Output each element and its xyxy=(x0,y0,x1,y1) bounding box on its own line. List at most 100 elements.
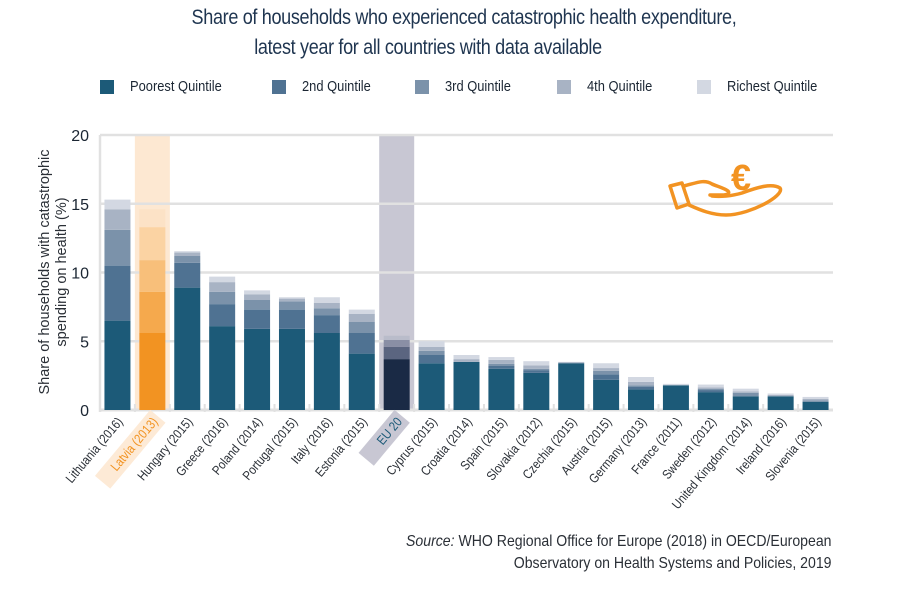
bar-segment-richest-quintile xyxy=(593,363,620,369)
legend-item-4th: 4th Quintile xyxy=(557,78,663,95)
bar-segment-3rd-quintile xyxy=(104,229,131,266)
bar-segment-poorest-quintile xyxy=(174,287,201,410)
hand-palm-icon xyxy=(682,179,783,217)
bar-segment-2nd-quintile xyxy=(174,262,201,288)
source-note: Source: WHO Regional Office for Europe (… xyxy=(406,531,831,575)
bar-segment-4th-quintile xyxy=(209,282,236,292)
bar-segment-richest-quintile xyxy=(278,297,305,299)
bar-segment-richest-quintile xyxy=(383,335,410,340)
chart-subtitle: latest year for all countries with data … xyxy=(254,36,602,59)
legend-item-3rd: 3rd Quintile xyxy=(415,78,522,95)
y-axis-label-line1: Share of households with catastrophic xyxy=(37,149,53,394)
bar-segment-poorest-quintile xyxy=(348,353,375,410)
source-prefix: Source: xyxy=(405,533,455,550)
bar-segment-4th-quintile xyxy=(313,302,340,309)
bar-segment-3rd-quintile xyxy=(278,301,305,310)
bar-segment-2nd-quintile xyxy=(209,304,236,327)
bar-segment-2nd-quintile xyxy=(313,315,340,333)
bar-segment-richest-quintile xyxy=(453,355,480,360)
bar-segment-2nd-quintile xyxy=(593,374,620,380)
bar-segment-3rd-quintile xyxy=(697,388,724,391)
source-line1: WHO Regional Office for Europe (2018) in… xyxy=(454,533,831,550)
bar-segment-richest-quintile xyxy=(244,290,271,295)
bar-segment-4th-quintile xyxy=(523,365,550,369)
bar-segment-4th-quintile xyxy=(593,368,620,371)
bar-segment-richest-quintile xyxy=(802,396,829,399)
latvia-label-band xyxy=(94,409,166,489)
y-tick-label: 5 xyxy=(80,334,89,351)
legend-label: 3rd Quintile xyxy=(445,78,511,95)
bar-segment-3rd-quintile xyxy=(732,392,759,397)
bar-segment-4th-quintile xyxy=(348,313,375,322)
bar-segment-3rd-quintile xyxy=(523,368,550,371)
chart-title: Share of households who experienced cata… xyxy=(191,6,737,29)
bar-segment-richest-quintile xyxy=(418,341,445,347)
bar-segment-poorest-quintile xyxy=(488,368,515,410)
bar-segment-4th-quintile xyxy=(278,298,305,302)
y-tick-label: 10 xyxy=(71,266,89,283)
bar-segment-poorest-quintile xyxy=(802,401,829,410)
bar-segment-4th-quintile xyxy=(104,209,131,230)
bar-segment-richest-quintile xyxy=(174,251,201,253)
bar-segment-poorest-quintile xyxy=(558,363,585,410)
bar-segment-2nd-quintile xyxy=(139,291,166,333)
bar-segment-3rd-quintile xyxy=(139,260,166,292)
bar-segment-4th-quintile xyxy=(697,387,724,389)
bar-segment-3rd-quintile xyxy=(209,291,236,305)
bar-segment-richest-quintile xyxy=(209,276,236,283)
hand-euro-icon: € xyxy=(668,157,783,217)
bar-segment-richest-quintile xyxy=(767,393,794,395)
legend-label: 2nd Quintile xyxy=(302,78,371,95)
bar-segment-poorest-quintile xyxy=(139,333,166,410)
bar-segment-3rd-quintile xyxy=(174,256,201,263)
y-tick-label: 0 xyxy=(80,403,89,420)
bar-segment-richest-quintile xyxy=(523,361,550,366)
label-highlight xyxy=(94,409,166,489)
bar-segment-2nd-quintile xyxy=(244,309,271,329)
bar-segment-3rd-quintile xyxy=(488,363,515,366)
bar-segment-2nd-quintile xyxy=(104,265,131,321)
bar-segment-4th-quintile xyxy=(244,294,271,300)
legend-swatch xyxy=(697,79,711,94)
bar-segment-poorest-quintile xyxy=(104,320,131,410)
bar-segment-poorest-quintile xyxy=(767,396,794,410)
label-highlight xyxy=(358,409,410,466)
legend-swatch xyxy=(272,79,286,94)
y-tick-label: 15 xyxy=(71,197,89,214)
bar-segment-2nd-quintile xyxy=(628,386,655,390)
y-tick-label: 20 xyxy=(71,128,89,145)
eu-label-band xyxy=(358,409,410,466)
bar-segment-richest-quintile xyxy=(662,383,689,386)
legend-label: Poorest Quintile xyxy=(130,78,222,95)
bar-segment-poorest-quintile xyxy=(662,385,689,410)
bar-segment-3rd-quintile xyxy=(244,300,271,310)
bar-segment-4th-quintile xyxy=(174,252,201,256)
bar-segment-4th-quintile xyxy=(732,391,759,393)
bar-segment-2nd-quintile xyxy=(418,355,445,364)
bar-segment-4th-quintile xyxy=(802,399,829,401)
bar-segment-2nd-quintile xyxy=(488,366,515,369)
bar-segment-poorest-quintile xyxy=(313,333,340,410)
bar-segment-3rd-quintile xyxy=(313,308,340,316)
bar-segment-poorest-quintile xyxy=(523,372,550,410)
bar-segment-3rd-quintile xyxy=(802,400,829,402)
bar-segment-3rd-quintile xyxy=(348,322,375,333)
bar-segment-richest-quintile xyxy=(697,384,724,388)
legend-item-2nd: 2nd Quintile xyxy=(272,78,382,95)
bar-segment-poorest-quintile xyxy=(697,392,724,410)
bar-segment-2nd-quintile xyxy=(348,333,375,354)
y-axis-label-line2: spending on health (%) xyxy=(54,197,70,346)
bar-segment-3rd-quintile xyxy=(628,385,655,387)
bar-segment-2nd-quintile xyxy=(523,370,550,373)
bar-segment-richest-quintile xyxy=(348,309,375,314)
bar-segment-poorest-quintile xyxy=(453,361,480,410)
bar-segment-richest-quintile xyxy=(732,388,759,392)
bar-segment-poorest-quintile xyxy=(244,328,271,410)
bar-segment-2nd-quintile xyxy=(697,390,724,393)
bar-segment-poorest-quintile xyxy=(209,326,236,410)
bar-segment-3rd-quintile xyxy=(418,350,445,355)
bar-segment-4th-quintile xyxy=(628,381,655,386)
legend-label: Richest Quintile xyxy=(727,78,818,95)
bar-segment-richest-quintile xyxy=(558,361,585,363)
